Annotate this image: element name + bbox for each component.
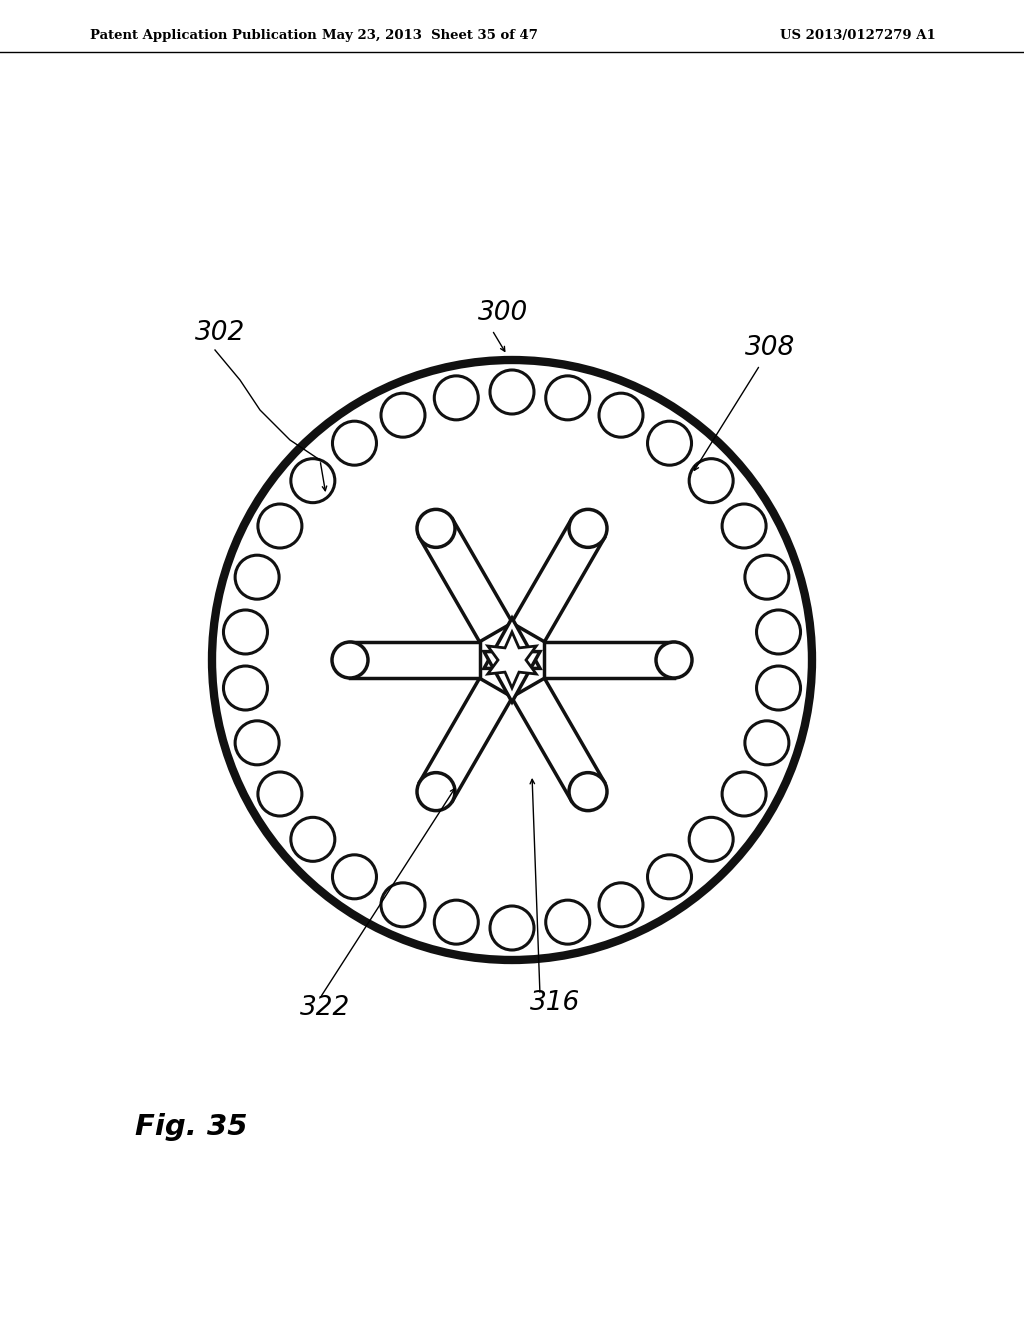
Polygon shape <box>544 642 674 678</box>
Text: 316: 316 <box>530 990 581 1016</box>
Text: 308: 308 <box>745 335 796 360</box>
Circle shape <box>332 642 368 678</box>
Circle shape <box>502 655 522 675</box>
Circle shape <box>656 642 692 678</box>
Polygon shape <box>350 642 480 678</box>
Text: 300: 300 <box>478 300 528 326</box>
Polygon shape <box>484 618 540 668</box>
Polygon shape <box>487 632 537 688</box>
Text: May 23, 2013  Sheet 35 of 47: May 23, 2013 Sheet 35 of 47 <box>323 29 538 41</box>
Circle shape <box>417 772 455 810</box>
Polygon shape <box>420 519 512 642</box>
Circle shape <box>569 510 607 548</box>
Text: 302: 302 <box>195 319 246 346</box>
Text: Patent Application Publication: Patent Application Publication <box>90 29 316 41</box>
Text: US 2013/0127279 A1: US 2013/0127279 A1 <box>780 29 936 41</box>
Text: 322: 322 <box>300 995 350 1020</box>
Text: Fig. 35: Fig. 35 <box>135 1113 248 1140</box>
Polygon shape <box>420 678 512 801</box>
Circle shape <box>502 645 522 665</box>
Circle shape <box>417 510 455 548</box>
Polygon shape <box>512 678 604 801</box>
Polygon shape <box>512 519 604 642</box>
Polygon shape <box>484 652 540 702</box>
Circle shape <box>569 772 607 810</box>
